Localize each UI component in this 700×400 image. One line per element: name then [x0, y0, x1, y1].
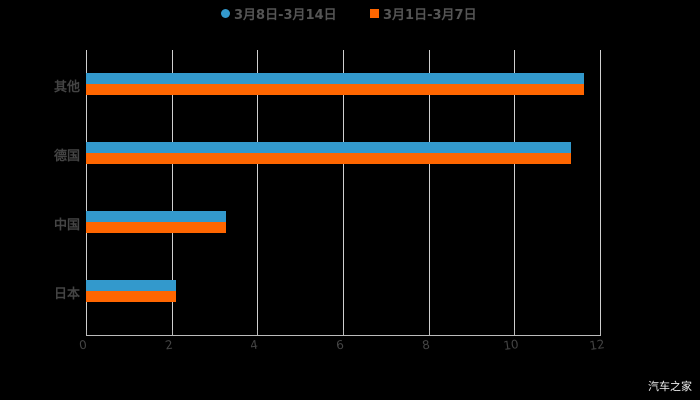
chart-legend: 3月8日-3月14日 3月1日-3月7日 [0, 4, 700, 24]
bar-1[interactable] [86, 142, 571, 153]
x-tick [257, 330, 259, 336]
legend-item-series-2[interactable]: 3月1日-3月7日 [370, 4, 477, 23]
gridline [343, 50, 344, 330]
gridline [600, 50, 601, 330]
y-category-label: 其他 [53, 80, 80, 95]
x-tick-label: 10 [502, 337, 520, 353]
bar-2[interactable] [86, 84, 585, 95]
gridline [514, 50, 516, 330]
x-tick-label: 2 [163, 337, 174, 353]
y-category-label: 德国 [53, 149, 80, 164]
x-tick-label: 0 [78, 337, 88, 353]
x-tick [343, 330, 344, 336]
x-tick [86, 330, 87, 336]
x-tick [600, 330, 601, 336]
gridline [86, 50, 87, 330]
gridline [257, 50, 259, 330]
legend-label-series-1: 3月8日-3月14日 [234, 8, 337, 23]
x-tick-label: 8 [420, 337, 431, 353]
watermark: 汽车之家 [648, 380, 692, 393]
legend-label-series-2: 3月1日-3月7日 [383, 8, 477, 23]
bar-2[interactable] [86, 222, 227, 233]
legend-item-series-1[interactable]: 3月8日-3月14日 [221, 4, 337, 23]
bar-1[interactable] [86, 211, 227, 222]
x-tick-label: 4 [249, 337, 260, 353]
x-tick [514, 330, 516, 336]
x-tick-label: 12 [588, 337, 606, 353]
y-category-label: 日本 [53, 287, 80, 302]
bar-2[interactable] [86, 153, 571, 164]
series-2-marker-icon [370, 9, 379, 18]
y-category-label: 中国 [53, 218, 80, 233]
bar-2[interactable] [86, 291, 176, 302]
series-1-marker-icon [221, 9, 230, 18]
gridline [171, 50, 173, 330]
x-tick [428, 330, 430, 336]
bar-1[interactable] [86, 73, 585, 84]
gridline [428, 50, 430, 330]
x-tick [171, 330, 173, 336]
bar-1[interactable] [86, 280, 176, 291]
x-axis-line [86, 335, 601, 336]
x-tick-label: 6 [335, 337, 345, 353]
